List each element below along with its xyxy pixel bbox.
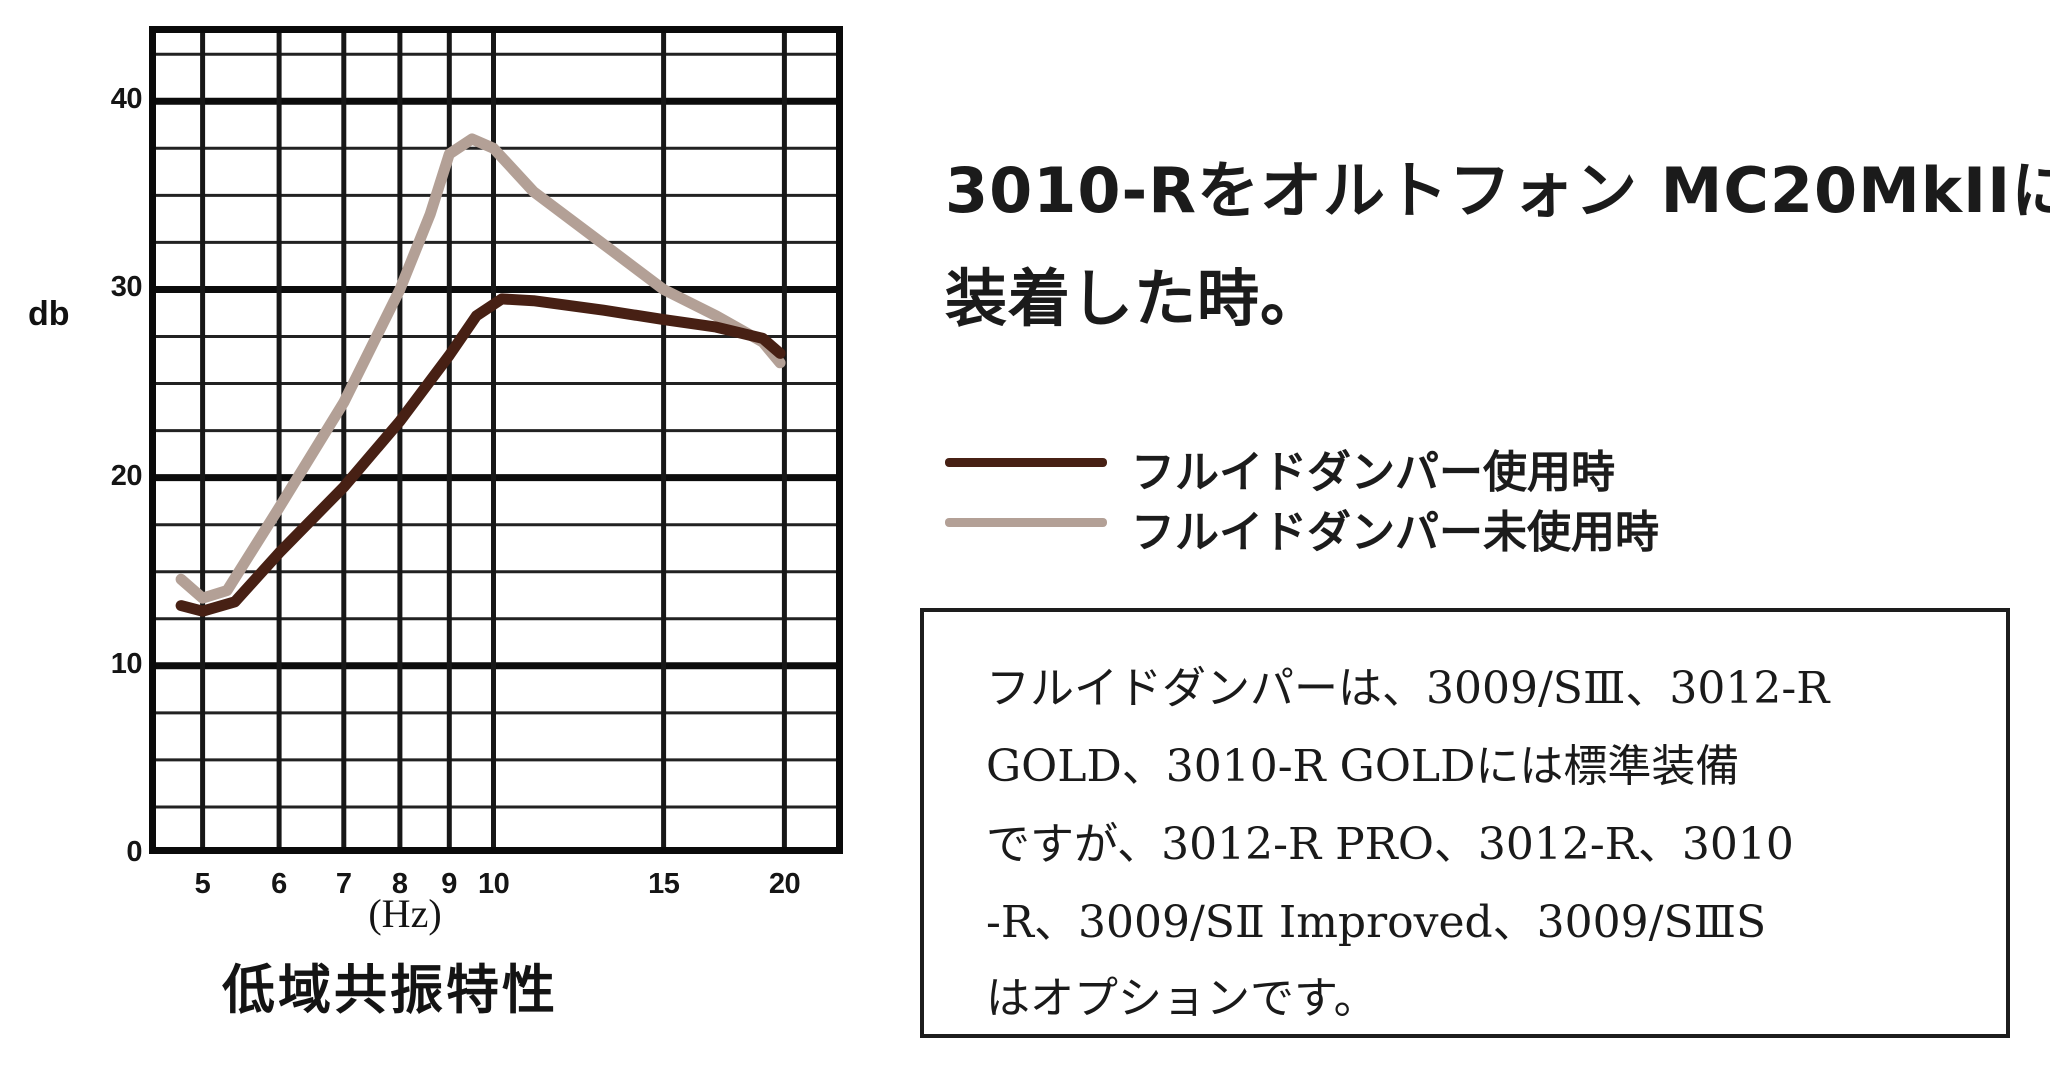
x-tick-10: 10: [477, 868, 510, 900]
series-damper-used: [175, 293, 786, 617]
chart-panel: db 40 30 20 10 0 5 6 7 8 9 10 15 20 (Hz)…: [0, 0, 900, 1091]
note-line-3: ですが、3012-R PRO、3012-R、3010: [986, 819, 1794, 870]
legend-swatch-damper-used: [945, 458, 1107, 467]
note-line-4: -R、3009/SⅡ Improved、3009/SⅢS: [986, 897, 1767, 948]
plot-area: [149, 26, 843, 854]
y-tick-10: 10: [110, 647, 143, 680]
note-line-2: GOLD、3010-R GOLDには標準装備: [986, 741, 1740, 792]
heading-line-2: 装着した時。: [945, 262, 1324, 335]
y-tick-40: 40: [110, 83, 143, 116]
description-panel: 3010-Rをオルトフォン MC20MkIIに 装着した時。 フルイドダンパー使…: [900, 0, 2050, 1091]
plot-svg: [149, 26, 843, 854]
note-box: フルイドダンパーは、3009/SⅢ、3012-R GOLD、3010-R GOL…: [920, 608, 2010, 1038]
plot-frame: [149, 26, 843, 854]
legend-swatch-damper-unused: [945, 518, 1107, 527]
y-axis-title: db: [28, 295, 70, 333]
x-tick-15: 15: [648, 868, 680, 900]
grid-vertical: [200, 26, 787, 854]
x-tick-5: 5: [194, 868, 211, 900]
note-line-1: フルイドダンパーは、3009/SⅢ、3012-R: [986, 663, 1830, 714]
y-tick-20: 20: [110, 459, 143, 492]
x-tick-7: 7: [335, 868, 352, 900]
legend-label-damper-used: フルイドダンパー使用時: [1131, 447, 1615, 498]
legend-label-damper-unused: フルイドダンパー未使用時: [1131, 507, 1659, 558]
x-tick-8: 8: [391, 868, 408, 900]
y-tick-0: 0: [126, 836, 142, 868]
chart-caption: 低域共振特性: [222, 960, 558, 1021]
series-damper-unused: [175, 133, 786, 604]
heading-line-1: 3010-Rをオルトフォン MC20MkIIに: [945, 154, 2050, 227]
x-tick-20: 20: [768, 868, 801, 900]
x-tick-6: 6: [271, 868, 287, 900]
x-axis-title: (Hz): [368, 891, 442, 936]
y-tick-30: 30: [110, 271, 143, 304]
x-tick-9: 9: [441, 868, 457, 900]
note-line-5: はオプションです。: [986, 973, 1378, 1024]
